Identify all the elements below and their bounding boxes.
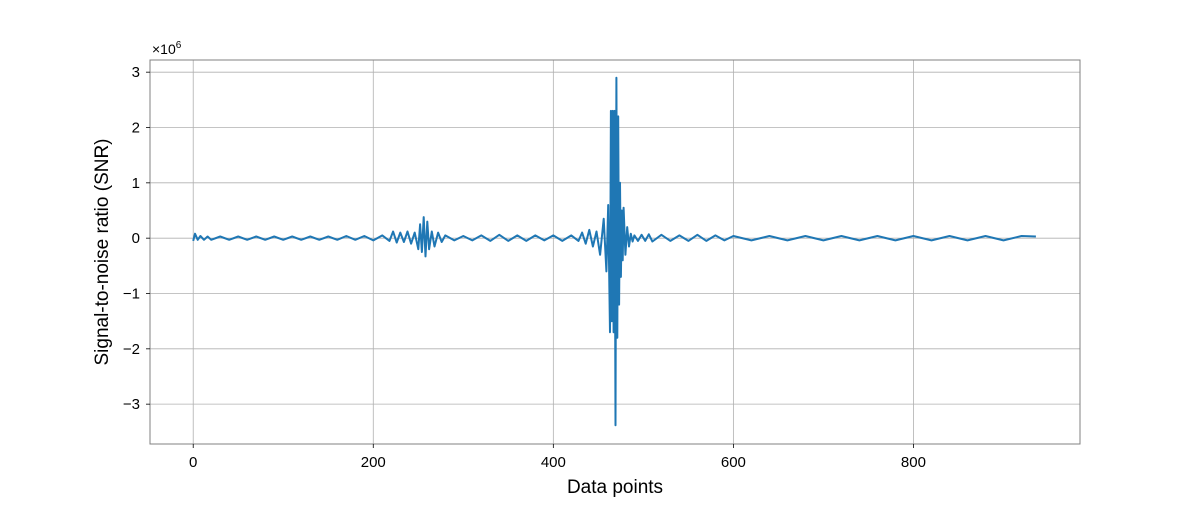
y-tick-label: −2: [123, 341, 140, 358]
y-tick-label: −3: [123, 396, 140, 413]
x-tick-label: 600: [721, 454, 746, 471]
x-tick-label: 200: [361, 454, 386, 471]
x-tick-label: 400: [541, 454, 566, 471]
x-tick-label: 800: [901, 454, 926, 471]
plot-frame: [149, 59, 1081, 445]
x-axis-label: Data points: [567, 477, 663, 498]
y-axis-label: Signal-to-noise ratio (SNR): [92, 138, 113, 365]
y-tick-label: 2: [132, 120, 140, 137]
snr-series-line: [192, 76, 1036, 427]
ticks: 0 200 400 600 800 −3 −2 −1 0 1 2 3: [123, 64, 926, 471]
y-tick-label: −1: [123, 285, 140, 302]
y-multiplier-base: ×10: [152, 41, 176, 57]
y-tick-label: 3: [132, 64, 140, 81]
y-axis-multiplier: ×106: [152, 40, 182, 57]
y-tick-label: 1: [132, 175, 140, 192]
x-tick-label: 0: [189, 454, 197, 471]
y-tick-label: 0: [132, 230, 140, 247]
y-multiplier-exponent: 6: [176, 40, 182, 51]
series-layer: [192, 76, 1036, 427]
